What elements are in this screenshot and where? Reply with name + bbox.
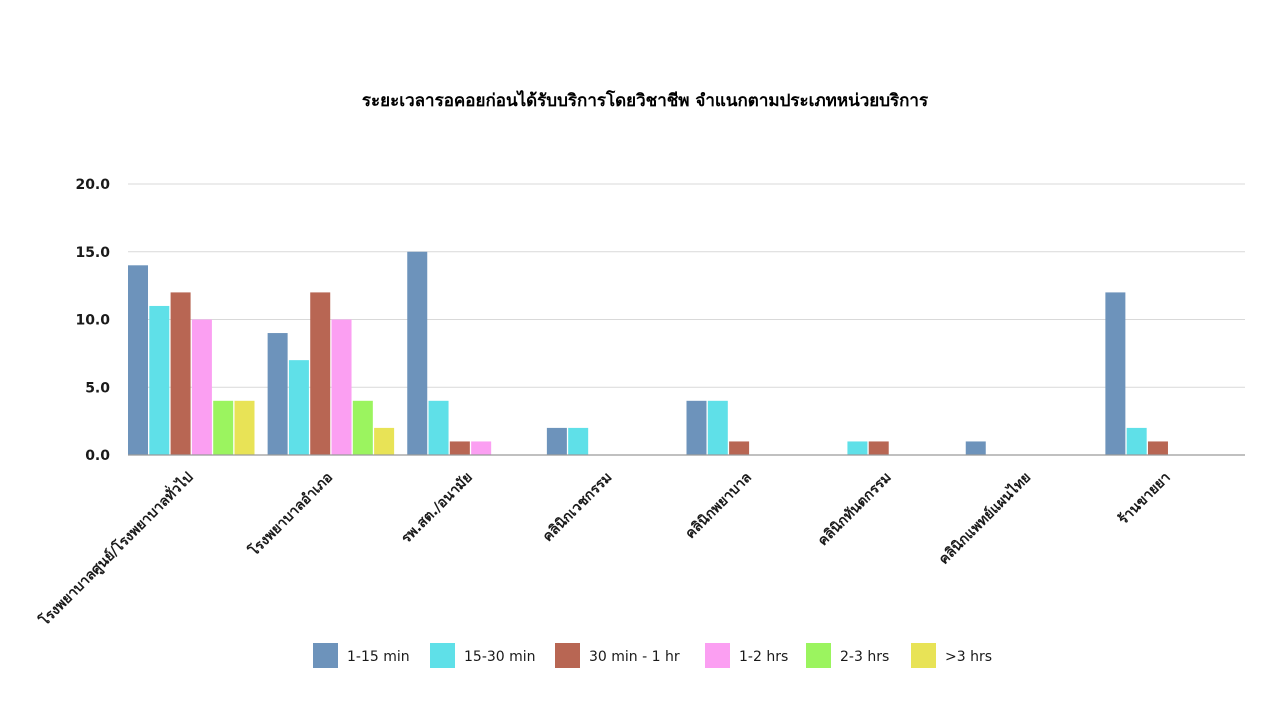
bar-15-30-min (288, 360, 309, 455)
bar-3-hrs (234, 400, 255, 455)
bar-2-3-hrs (213, 400, 234, 455)
bar-30-min-1-hr (868, 441, 889, 455)
bar-1-2-hrs (331, 319, 352, 455)
bar-1-15-min (267, 333, 288, 455)
bar-1-15-min (1105, 292, 1126, 455)
bar-30-min-1-hr (1147, 441, 1168, 455)
bar-1-2-hrs (191, 319, 212, 455)
legend-label: >3 hrs (945, 649, 992, 665)
bar-30-min-1-hr (170, 292, 191, 455)
legend: 1-15 min 15-30 min 30 min - 1 hr 1-2 hrs 2-3… (313, 643, 992, 668)
y-tick-label: 15.0 (75, 245, 110, 261)
y-tick-label: 5.0 (85, 380, 110, 396)
bar-30-min-1-hr (729, 441, 750, 455)
bar-1-15-min (965, 441, 986, 455)
legend-label: 2-3 hrs (840, 649, 889, 665)
category-label: คลินิกทันตกรรม (815, 470, 895, 550)
category-label: รพ.สต./อนามัย (398, 470, 475, 547)
legend-swatch (313, 643, 338, 668)
y-axis-ticks: 0.0 5.0 10.0 15.0 20.0 (75, 177, 110, 464)
bar-2-3-hrs (352, 400, 373, 455)
bar-1-15-min (128, 265, 148, 455)
bar-15-30-min (568, 427, 589, 455)
bar-3-hrs (374, 427, 395, 455)
legend-label: 30 min - 1 hr (589, 649, 680, 665)
category-label: คลินิกแพทย์แผนไทย (935, 468, 1035, 568)
x-axis-categories: โรงพยาบาลศูนย์/โรงพยาบาลทั่วไป โรงพยาบาลอ… (34, 467, 1174, 630)
bar-30-min-1-hr (310, 292, 331, 455)
bar-1-15-min (407, 251, 428, 455)
y-tick-label: 10.0 (75, 313, 110, 329)
legend-swatch (430, 643, 455, 668)
legend-label: 15-30 min (464, 649, 536, 665)
category-label: คลินิกเวชกรรม (540, 470, 616, 546)
legend-swatch (911, 643, 936, 668)
y-tick-label: 20.0 (75, 177, 110, 193)
bars (128, 251, 1168, 455)
gridlines (128, 183, 1245, 388)
legend-swatch (555, 643, 580, 668)
bar-1-15-min (686, 400, 707, 455)
category-label: คลินิกพยาบาล (682, 470, 755, 543)
legend-label: 1-2 hrs (739, 649, 788, 665)
bar-30-min-1-hr (449, 441, 470, 455)
bar-1-15-min (546, 427, 567, 455)
y-tick-label: 0.0 (85, 448, 110, 464)
category-label: โรงพยาบาลศูนย์/โรงพยาบาลทั่วไป (34, 467, 197, 630)
bar-15-30-min (149, 305, 170, 455)
bar-15-30-min (707, 400, 728, 455)
bar-1-2-hrs (471, 441, 492, 455)
bar-15-30-min (1126, 427, 1147, 455)
category-label: ร้านขายยา (1115, 470, 1173, 528)
legend-swatch (705, 643, 730, 668)
legend-swatch (806, 643, 831, 668)
chart-title: ระยะเวลารอคอยก่อนได้รับบริการโดยวิชาชีพ … (362, 90, 929, 111)
bar-15-30-min (428, 400, 449, 455)
bar-15-30-min (847, 441, 868, 455)
category-label: โรงพยาบาลอำเภอ (244, 468, 336, 560)
legend-label: 1-15 min (347, 649, 410, 665)
